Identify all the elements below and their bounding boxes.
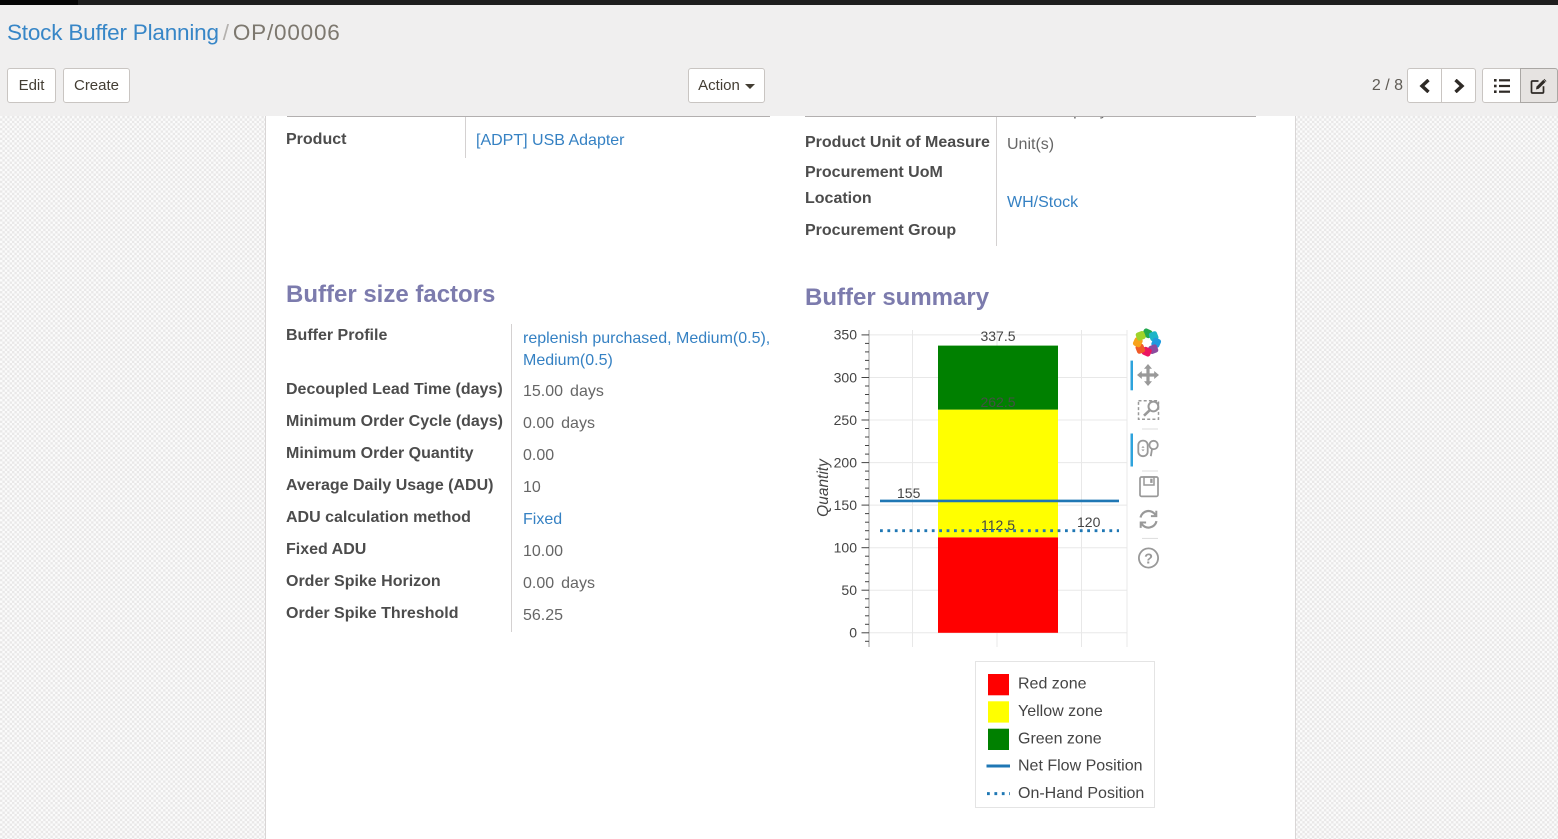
svg-text:?: ? (1144, 552, 1153, 568)
svg-text:Quantity: Quantity (815, 458, 832, 517)
svg-text:0: 0 (849, 625, 857, 641)
svg-text:Yellow zone: Yellow zone (1018, 703, 1103, 720)
svg-text:120: 120 (1077, 514, 1101, 530)
svg-text:150: 150 (834, 497, 858, 513)
svg-text:Red zone: Red zone (1018, 676, 1087, 693)
svg-text:On-Hand Position: On-Hand Position (1018, 785, 1144, 802)
svg-text:300: 300 (834, 369, 858, 385)
svg-text:250: 250 (834, 412, 858, 428)
svg-text:350: 350 (834, 327, 858, 343)
svg-text:112.5: 112.5 (981, 517, 1015, 533)
svg-text:50: 50 (841, 582, 857, 598)
svg-text:200: 200 (834, 454, 858, 470)
svg-text:Green zone: Green zone (1018, 730, 1102, 747)
svg-text:100: 100 (834, 540, 858, 556)
svg-text:Net Flow Position: Net Flow Position (1018, 758, 1143, 775)
svg-text:155: 155 (897, 485, 921, 501)
svg-text:337.5: 337.5 (980, 328, 1015, 344)
svg-text:262.5: 262.5 (980, 394, 1015, 410)
